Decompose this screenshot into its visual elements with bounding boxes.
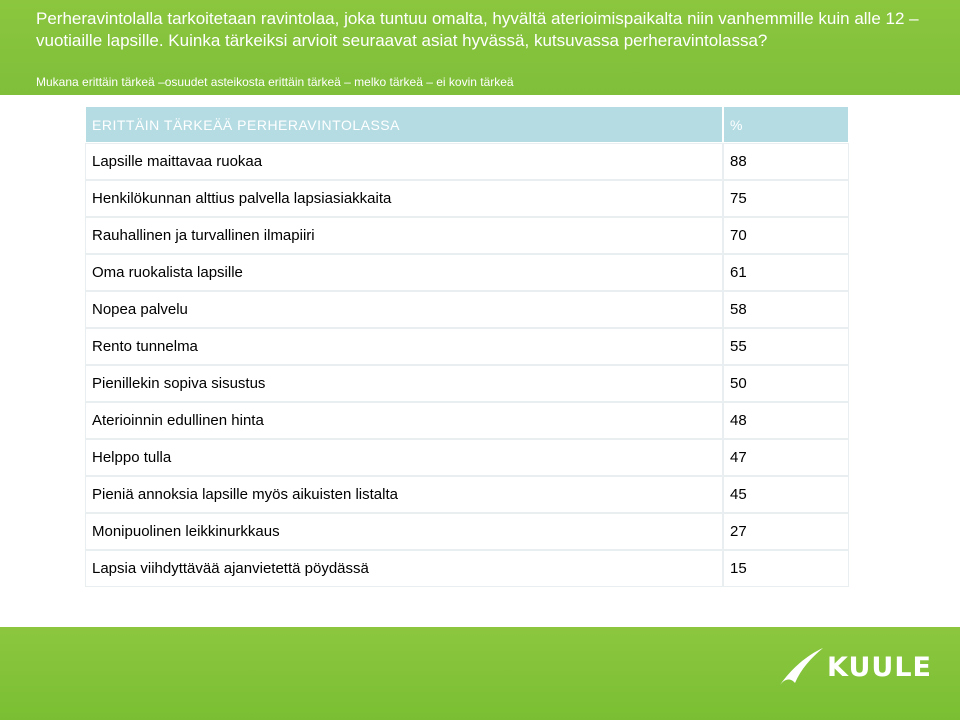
footer-band xyxy=(0,627,960,720)
results-table: ERITTÄIN TÄRKEÄÄ PERHERAVINTOLASSA % Lap… xyxy=(84,105,850,588)
table-row: Helppo tulla 47 xyxy=(86,440,848,475)
row-label: Rauhallinen ja turvallinen ilmapiiri xyxy=(86,218,722,253)
table-row: Pienillekin sopiva sisustus 50 xyxy=(86,366,848,401)
row-label: Helppo tulla xyxy=(86,440,722,475)
column-header-percent: % xyxy=(724,107,848,142)
row-label: Oma ruokalista lapsille xyxy=(86,255,722,290)
row-value: 58 xyxy=(724,292,848,327)
table-row: Lapsille maittavaa ruokaa 88 xyxy=(86,144,848,179)
row-value: 15 xyxy=(724,551,848,586)
column-header-item: ERITTÄIN TÄRKEÄÄ PERHERAVINTOLASSA xyxy=(86,107,722,142)
row-value: 47 xyxy=(724,440,848,475)
row-label: Pieniä annoksia lapsille myös aikuisten … xyxy=(86,477,722,512)
row-label: Henkilökunnan alttius palvella lapsiasia… xyxy=(86,181,722,216)
row-value: 50 xyxy=(724,366,848,401)
table-row: Monipuolinen leikkinurkkaus 27 xyxy=(86,514,848,549)
page-title: Perheravintolalla tarkoitetaan ravintola… xyxy=(36,9,919,50)
row-label: Nopea palvelu xyxy=(86,292,722,327)
row-value: 70 xyxy=(724,218,848,253)
row-value: 45 xyxy=(724,477,848,512)
kuule-logo: KUULE xyxy=(777,645,932,689)
table-row: Rauhallinen ja turvallinen ilmapiiri 70 xyxy=(86,218,848,253)
page-subtitle: Mukana erittäin tärkeä –osuudet asteikos… xyxy=(36,75,514,89)
row-label: Monipuolinen leikkinurkkaus xyxy=(86,514,722,549)
table-row: Lapsia viihdyttävää ajanvietettä pöydäss… xyxy=(86,551,848,586)
row-value: 48 xyxy=(724,403,848,438)
row-value: 75 xyxy=(724,181,848,216)
table-row: Pieniä annoksia lapsille myös aikuisten … xyxy=(86,477,848,512)
row-label: Aterioinnin edullinen hinta xyxy=(86,403,722,438)
header-band xyxy=(0,0,960,95)
table-row: Henkilökunnan alttius palvella lapsiasia… xyxy=(86,181,848,216)
table-row: Rento tunnelma 55 xyxy=(86,329,848,364)
row-label: Lapsille maittavaa ruokaa xyxy=(86,144,722,179)
logo-text: KUULE xyxy=(827,651,932,683)
row-value: 55 xyxy=(724,329,848,364)
table-row: Nopea palvelu 58 xyxy=(86,292,848,327)
swoosh-icon xyxy=(780,648,824,685)
row-value: 88 xyxy=(724,144,848,179)
row-value: 27 xyxy=(724,514,848,549)
row-label: Pienillekin sopiva sisustus xyxy=(86,366,722,401)
table-row: Oma ruokalista lapsille 61 xyxy=(86,255,848,290)
table-header-row: ERITTÄIN TÄRKEÄÄ PERHERAVINTOLASSA % xyxy=(86,107,848,142)
table-row: Aterioinnin edullinen hinta 48 xyxy=(86,403,848,438)
row-value: 61 xyxy=(724,255,848,290)
row-label: Rento tunnelma xyxy=(86,329,722,364)
row-label: Lapsia viihdyttävää ajanvietettä pöydäss… xyxy=(86,551,722,586)
